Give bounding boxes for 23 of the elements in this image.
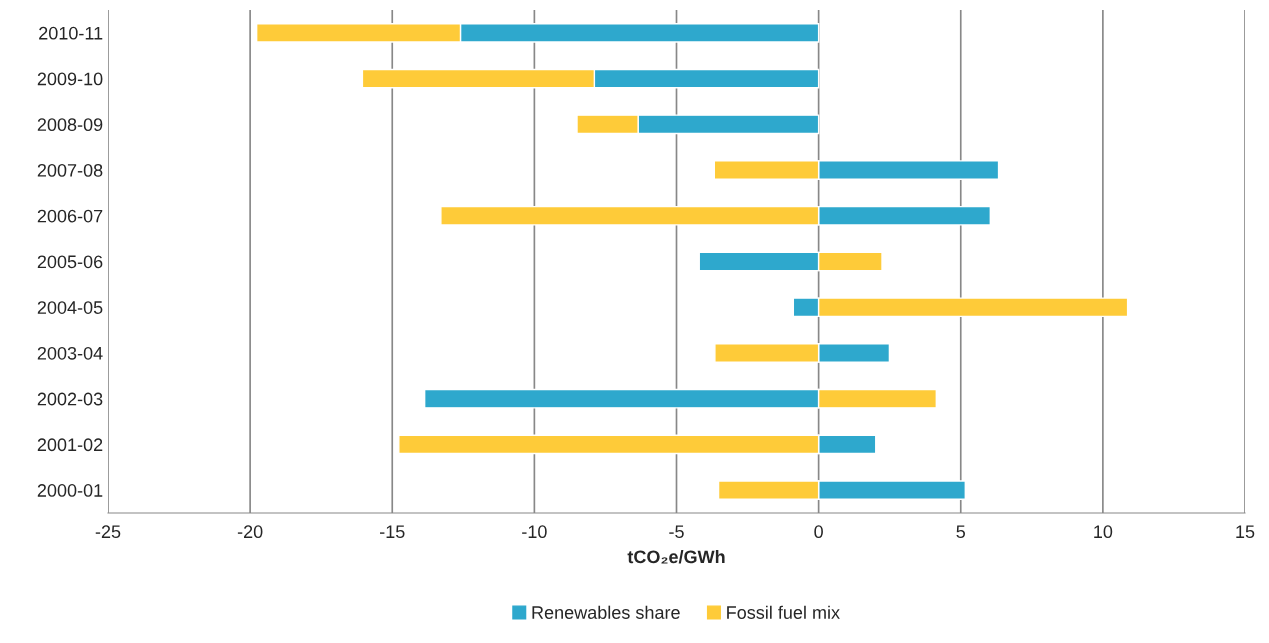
y-tick-label: 2004-05 [37,301,103,314]
x-tick-label: 10 [1094,525,1113,539]
x-axis-title: tCO₂e/GWh [627,549,725,564]
x-tick-label: -25 [95,525,121,539]
y-tick-label: 2005-06 [37,255,103,269]
y-tick-label: 2002-03 [37,392,103,406]
y-tick-label: 2006-07 [37,209,103,223]
x-tick-label: 0 [814,525,823,539]
x-tick-label: -20 [237,525,263,539]
y-tick-label: 2008-09 [37,118,103,132]
y-tick-label: 2007-08 [37,163,103,177]
x-tick-label: -10 [522,525,547,539]
legend-label: Fossil fuel mix [727,605,840,619]
x-tick-label: 5 [956,525,966,539]
x-tick-label: 15 [1236,525,1255,539]
y-tick-label: 2009-10 [37,72,103,86]
y-tick-label: 2010-11 [39,26,103,40]
x-tick-label: -15 [380,525,405,539]
y-tick-label: 2000-01 [37,484,103,497]
legend-label: Renewables share [532,605,680,619]
x-tick-label: -5 [669,525,684,539]
y-tick-label: 2003-04 [37,346,103,360]
y-tick-label: 2001-02 [37,438,103,452]
